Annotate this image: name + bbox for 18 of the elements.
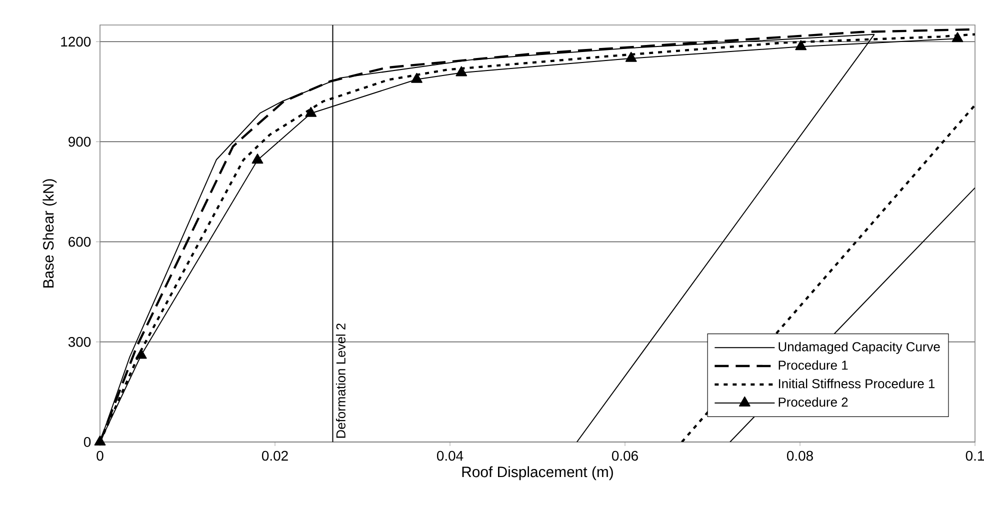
y-tick-label: 300 [68, 336, 91, 347]
x-tick-label: 0.1 [966, 450, 984, 461]
x-axis-title: Roof Displacement (m) [462, 466, 613, 480]
x-tick-label: 0.06 [612, 450, 638, 461]
x-tick-label: 0.04 [436, 450, 464, 461]
legend-label: Undamaged Capacity Curve [778, 342, 940, 354]
y-tick-label: 900 [68, 136, 91, 147]
y-axis-title: Base Shear (kN) [42, 179, 57, 288]
legend-label: Procedure 1 [778, 360, 848, 370]
x-tick-label: 0 [96, 450, 104, 461]
y-tick-label: 600 [68, 236, 91, 247]
ref-line-label: Deformation Level 2 [336, 324, 346, 438]
x-tick-label: 0.02 [262, 450, 288, 461]
x-tick-label: 0.08 [786, 450, 813, 461]
y-tick-label: 0 [84, 437, 91, 447]
legend-label: Initial Stiffness Procedure 1 [778, 378, 935, 388]
legend-label: Procedure 2 [778, 397, 848, 407]
y-tick-label: 1200 [61, 36, 91, 47]
